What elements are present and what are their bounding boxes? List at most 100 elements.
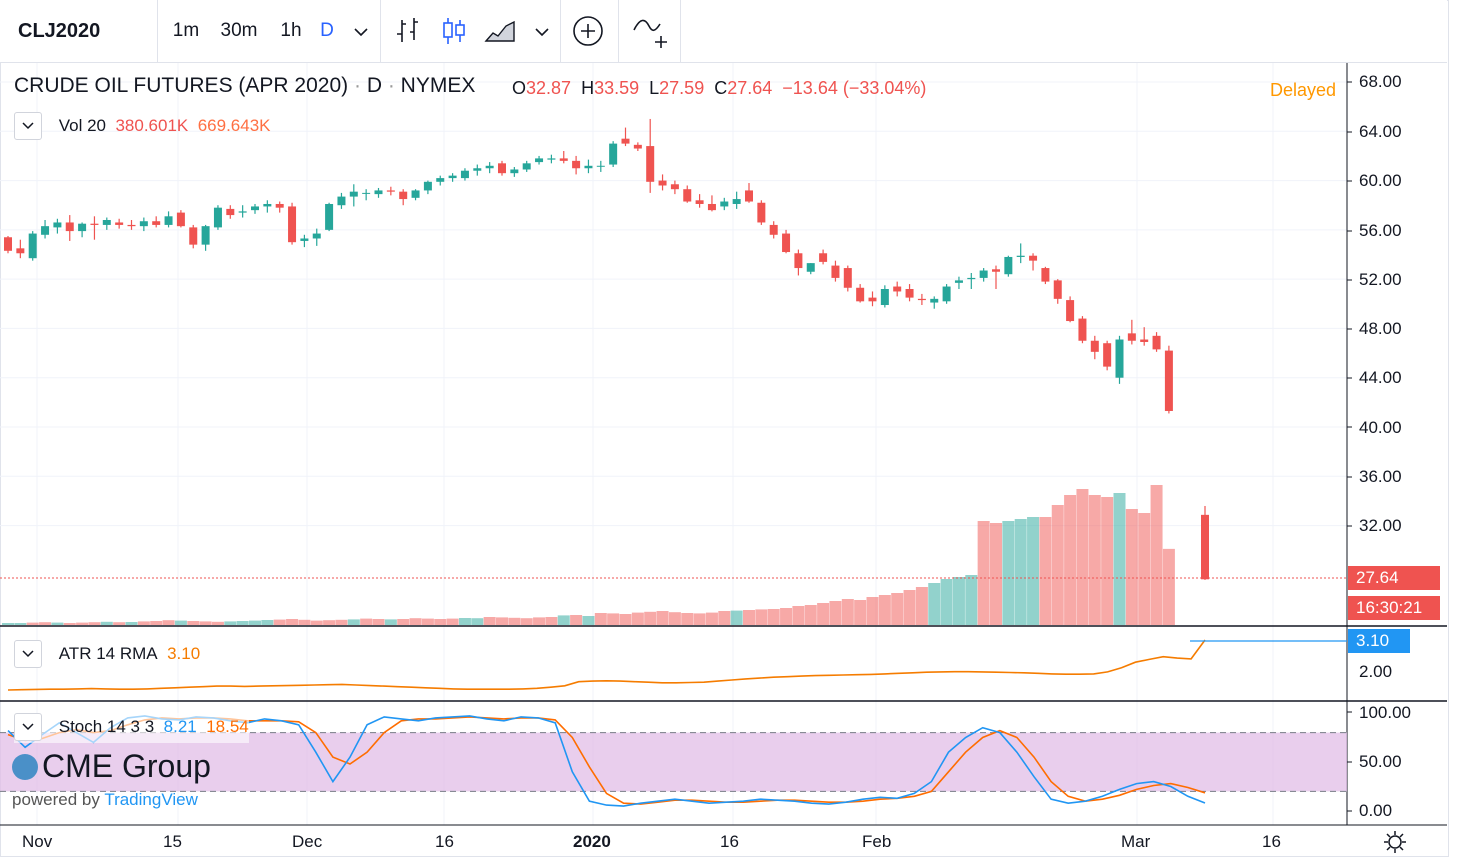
toolbar: CLJ2020 1m 30m 1h D — [0, 0, 1447, 63]
interval-30m-button[interactable]: 30m — [220, 20, 258, 41]
candle-body — [979, 270, 988, 278]
volume-bar — [372, 619, 385, 625]
legend-exchange: NYMEX — [400, 74, 476, 97]
collapse-stoch-button[interactable] — [14, 713, 42, 741]
volume-bar — [409, 618, 422, 625]
collapse-volume-button[interactable] — [14, 112, 42, 140]
price-axis-label: 36.00 — [1359, 467, 1402, 486]
stoch-axis-label: 0.00 — [1359, 801, 1393, 820]
time-axis-label: Nov — [22, 832, 53, 851]
ohlc-values: O32.87 H33.59 L27.59 C27.64 −13.64 (−33.… — [512, 78, 926, 99]
high-value: 33.59 — [594, 78, 640, 98]
price-axis-label: 32.00 — [1359, 516, 1402, 535]
legend-separator: · — [353, 74, 361, 97]
candle-body — [139, 221, 148, 227]
delayed-badge: Delayed — [1270, 80, 1337, 100]
candle-body — [448, 175, 457, 179]
volume-bar — [199, 621, 212, 625]
volume-bar — [594, 613, 607, 625]
volume-bar — [421, 618, 434, 625]
volume-bar — [1014, 519, 1027, 625]
volume-bar — [273, 619, 286, 625]
indicators-icon[interactable] — [631, 14, 671, 48]
candle-body — [658, 180, 667, 186]
price-axis-label: 56.00 — [1359, 221, 1402, 240]
candle-body — [819, 253, 828, 262]
candle-body — [732, 199, 741, 204]
volume-bar — [298, 619, 311, 625]
candle-body — [251, 206, 259, 211]
candle-body — [856, 287, 865, 302]
time-axis-label: 15 — [163, 832, 182, 851]
candle-body — [1066, 300, 1075, 322]
chevron-down-icon[interactable] — [346, 14, 376, 48]
chart-type-chevron-icon[interactable] — [527, 14, 557, 48]
candle-body — [510, 169, 519, 174]
volume-bar — [557, 615, 570, 625]
candle-body — [757, 202, 766, 223]
candle-body — [596, 165, 605, 167]
candle-body — [584, 165, 593, 169]
candles-icon[interactable] — [437, 14, 471, 48]
bar-chart-icon[interactable] — [391, 14, 425, 48]
candle-body — [572, 160, 581, 169]
price-axis-label: 60.00 — [1359, 171, 1402, 190]
volume-bar — [656, 611, 669, 625]
powered-by[interactable]: powered by TradingView — [12, 790, 198, 810]
interval-1h-button[interactable]: 1h — [280, 20, 302, 41]
candle-body — [213, 207, 222, 228]
volume-bar — [1002, 521, 1015, 625]
interval-1m-button[interactable]: 1m — [172, 20, 200, 41]
volume-bar — [631, 612, 644, 625]
volume-bar — [310, 620, 323, 625]
volume-bar — [804, 605, 817, 625]
candle-body — [386, 190, 395, 192]
plus-circle-icon[interactable] — [571, 14, 605, 48]
volume-bar — [545, 617, 558, 625]
volume-bar — [1162, 548, 1175, 625]
gear-icon[interactable] — [1381, 828, 1409, 856]
volume-bar — [125, 622, 138, 625]
candle-body — [485, 165, 494, 169]
candle-body — [782, 233, 791, 253]
volume-bar — [137, 621, 150, 625]
close-label: C — [714, 78, 728, 98]
volume-bar — [582, 616, 595, 625]
volume-bar — [693, 613, 706, 625]
tradingview-link[interactable]: TradingView — [104, 790, 198, 809]
price-axis-label: 40.00 — [1359, 418, 1402, 437]
candle-body — [559, 158, 568, 161]
volume-bar — [26, 622, 39, 625]
candle-body — [1016, 255, 1025, 257]
candle-body — [769, 224, 778, 235]
collapse-atr-button[interactable] — [14, 640, 42, 668]
candle-body — [263, 203, 272, 207]
stoch-d-value: 18.54 — [206, 717, 249, 736]
chevron-down-icon — [22, 122, 34, 130]
volume-bar — [261, 620, 274, 625]
volume-bar — [718, 611, 731, 625]
candle-body — [609, 143, 618, 165]
volume-bar — [236, 621, 249, 625]
symbol-search-button[interactable]: CLJ2020 — [0, 0, 158, 62]
candle-body — [930, 298, 939, 303]
candle-body — [1201, 514, 1209, 580]
volume-bar — [841, 599, 854, 625]
candle-body — [917, 298, 926, 301]
interval-d-button[interactable]: D — [320, 20, 334, 41]
candle-body — [65, 222, 74, 232]
volume-bar — [162, 620, 175, 625]
candle-body — [41, 226, 50, 235]
volume-bar — [940, 579, 953, 625]
area-chart-icon[interactable] — [483, 14, 517, 48]
volume-bar — [1051, 505, 1064, 625]
volume-bar — [496, 617, 508, 625]
candle-body — [1078, 318, 1087, 341]
candle-body — [115, 222, 124, 225]
candle-body — [238, 211, 247, 213]
volume-bar — [570, 615, 583, 625]
candle-body — [275, 203, 284, 208]
candle-body — [522, 163, 531, 170]
atr-line — [7, 639, 1206, 691]
